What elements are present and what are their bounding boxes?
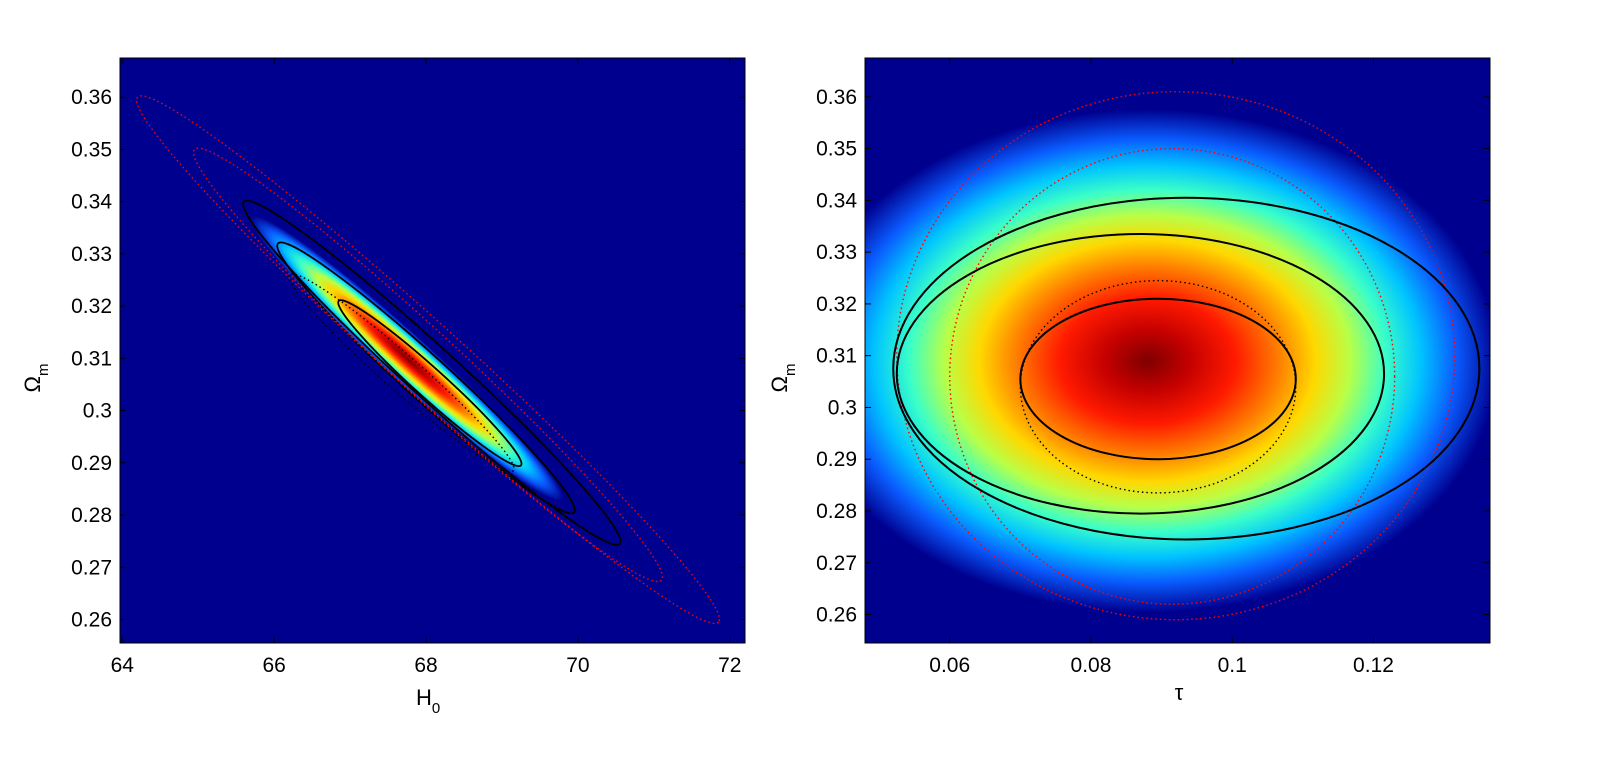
solid-contour [895, 233, 1386, 515]
y-tick-label: 0.26 [816, 604, 857, 627]
y-tick-label: 0.36 [816, 86, 857, 109]
left-contours [135, 95, 721, 625]
y-tick-label: 0.29 [816, 448, 857, 471]
right-plot: 0.06 0.08 0.1 0.12 0.260.270.280.290.30.310… [767, 57, 1491, 705]
y-tick-label: 0.32 [816, 293, 857, 316]
y-tick-label: 0.28 [816, 500, 857, 523]
y-tick-label: 0.29 [71, 452, 112, 475]
left-plot-frame [119, 57, 746, 644]
x-tick-label: 70 [566, 654, 589, 677]
y-tick-label: 0.27 [816, 552, 857, 575]
dotted-contour [288, 273, 515, 473]
x-tick-label: 64 [111, 654, 135, 677]
solid-contour [242, 199, 622, 546]
y-tick-label: 0.3 [83, 400, 112, 423]
left-x-axis: 64 66 68 70 72 [111, 58, 741, 677]
y-tick-label: 0.31 [816, 345, 857, 368]
y-tick-label: 0.31 [71, 347, 112, 370]
left-density-map [250, 215, 564, 501]
x-tick-label: 0.08 [1071, 654, 1112, 677]
left-x-axis-label-subscript: 0 [432, 700, 440, 717]
right-x-axis-label: τ [1175, 680, 1184, 705]
left-y-axis-label-subscript: m [35, 364, 52, 377]
left-y-axis-label: Ωm [20, 364, 52, 393]
solid-contour [1019, 297, 1297, 461]
y-tick-label: 0.32 [71, 295, 112, 318]
y-tick-label: 0.35 [71, 138, 112, 161]
y-tick-label: 0.34 [816, 189, 857, 212]
y-tick-label: 0.33 [816, 241, 857, 264]
right-y-axis-label: Ωm [767, 364, 799, 393]
right-y-axis-label-subscript: m [782, 364, 799, 377]
solid-contour [276, 241, 576, 515]
x-tick-label: 0.12 [1353, 654, 1394, 677]
solid-contour [892, 196, 1481, 541]
dotted-contour [896, 90, 1456, 621]
right-plot-frame [864, 57, 1491, 644]
dotted-contour [135, 95, 721, 625]
right-contours [892, 90, 1481, 621]
y-tick-label: 0.36 [71, 86, 112, 109]
y-tick-label: 0.33 [71, 243, 112, 266]
left-plot: 64 66 68 70 72 0.260.270.280.290.30.310.320.… [20, 57, 746, 717]
y-tick-label: 0.28 [71, 504, 112, 527]
dotted-contour [949, 147, 1396, 605]
y-tick-label: 0.34 [71, 191, 112, 214]
left-x-axis-label: H0 [416, 685, 440, 717]
y-tick-label: 0.26 [71, 608, 112, 631]
y-tick-label: 0.35 [816, 138, 857, 161]
right-y-axis: 0.26 0.27 0.28 0.29 0.3 0.31 0.32 0.33 0.34 0.35 0… [816, 86, 1490, 627]
right-density-map [865, 109, 1490, 613]
y-tick-label: 0.3 [828, 396, 857, 419]
x-tick-label: 68 [414, 654, 437, 677]
x-tick-label: 72 [718, 654, 741, 677]
solid-contour [337, 299, 523, 468]
left-y-axis: 0.26 0.27 0.28 0.29 0.3 0.31 0.32 0.33 0.34 0.35 0… [71, 86, 745, 631]
x-tick-label: 66 [262, 654, 285, 677]
x-tick-label: 0.1 [1218, 654, 1247, 677]
dotted-contour [192, 147, 664, 583]
right-x-axis: 0.06 0.08 0.1 0.12 [929, 58, 1394, 677]
x-tick-label: 0.06 [929, 654, 970, 677]
y-tick-label: 0.27 [71, 556, 112, 579]
